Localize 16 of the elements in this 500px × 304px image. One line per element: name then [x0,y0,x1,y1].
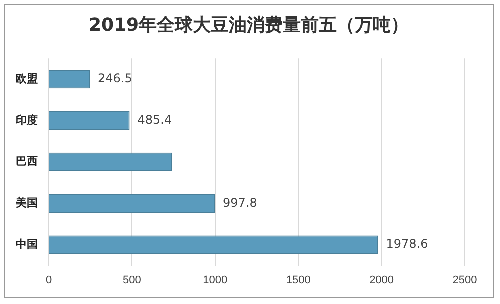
data-label: 1978.6 [386,237,428,252]
x-tick-label: 2500 [452,274,478,286]
data-label: 246.5 [98,71,132,86]
x-tick-label: 2000 [370,274,394,286]
data-label: 485.4 [138,112,172,127]
y-tick-label: 巴西 [16,156,38,168]
x-tick-label: 0 [46,274,52,286]
x-tick-label: 500 [123,274,142,286]
x-tick-label: 1000 [203,274,228,286]
y-tick-label: 中国 [16,238,38,252]
y-tick-label: 美国 [15,196,38,210]
data-label: 997.8 [223,196,258,210]
y-tick-label: 欧盟 [16,72,38,86]
y-tick-label: 印度 [16,114,38,127]
x-tick-label: 1500 [286,274,311,286]
chart-title: 2019年全球大豆油消费量前五（万吨） [88,14,410,37]
